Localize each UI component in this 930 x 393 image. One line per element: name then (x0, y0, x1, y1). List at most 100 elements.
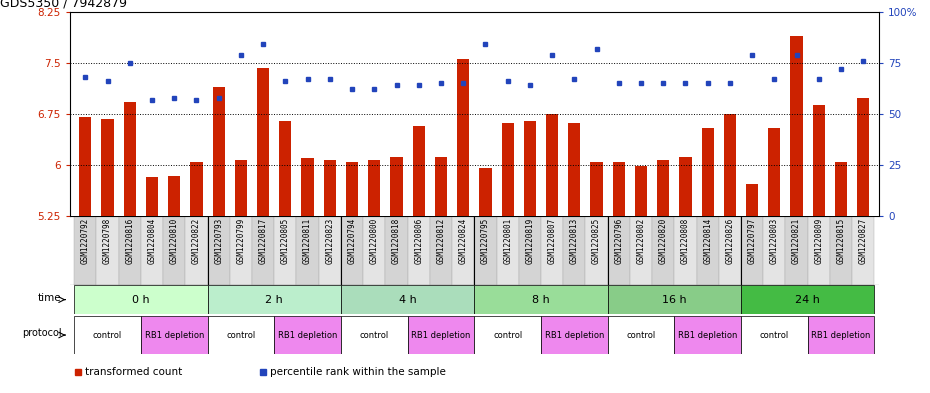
Bar (435, 157, 447, 216)
Bar (457, 59, 470, 216)
Bar (391, 157, 403, 216)
Text: time: time (38, 293, 61, 303)
Bar (741, 316, 808, 354)
Text: 2 h: 2 h (265, 295, 283, 305)
Bar (146, 177, 158, 216)
Bar (213, 87, 225, 216)
Text: percentile rank within the sample: percentile rank within the sample (270, 367, 445, 377)
Bar (852, 216, 874, 285)
Text: control: control (493, 331, 523, 340)
Bar (519, 216, 541, 285)
Bar (119, 216, 140, 285)
Text: GSM1220818: GSM1220818 (392, 218, 401, 264)
Text: 8 h: 8 h (532, 295, 550, 305)
Bar (613, 162, 625, 216)
Text: GSM1220810: GSM1220810 (169, 218, 179, 264)
Bar (741, 216, 764, 285)
Bar (741, 285, 874, 314)
Bar (407, 316, 474, 354)
Text: control: control (360, 331, 389, 340)
Text: GSM1220805: GSM1220805 (281, 218, 290, 264)
Bar (124, 103, 136, 216)
Bar (607, 316, 674, 354)
Bar (279, 121, 291, 216)
Bar (652, 216, 674, 285)
Bar (786, 216, 808, 285)
Text: GSM1220821: GSM1220821 (792, 218, 801, 264)
Bar (697, 216, 719, 285)
Bar (501, 123, 513, 216)
Text: GSM1220827: GSM1220827 (858, 218, 868, 264)
Bar (719, 216, 741, 285)
Bar (808, 216, 830, 285)
Bar (830, 216, 852, 285)
Bar (635, 166, 647, 216)
Bar (679, 157, 692, 216)
Bar (257, 68, 270, 216)
Bar (341, 216, 363, 285)
Text: GSM1220813: GSM1220813 (570, 218, 578, 264)
Bar (658, 160, 670, 216)
Bar (835, 162, 847, 216)
Bar (524, 121, 536, 216)
Bar (207, 285, 341, 314)
Bar (185, 216, 207, 285)
Text: control: control (760, 331, 789, 340)
Bar (368, 160, 380, 216)
Bar (230, 216, 252, 285)
Text: GSM1220799: GSM1220799 (236, 218, 246, 264)
Bar (74, 216, 97, 285)
Bar (790, 36, 803, 216)
Bar (407, 216, 430, 285)
Bar (497, 216, 519, 285)
Text: RB1 depletion: RB1 depletion (545, 331, 604, 340)
Bar (168, 176, 180, 216)
Text: GSM1220820: GSM1220820 (658, 218, 668, 264)
Bar (724, 114, 736, 216)
Text: protocol: protocol (21, 328, 61, 338)
Text: control: control (627, 331, 656, 340)
Text: GSM1220796: GSM1220796 (615, 218, 623, 264)
Text: 0 h: 0 h (132, 295, 150, 305)
Bar (564, 216, 586, 285)
Bar (341, 285, 474, 314)
Text: GSM1220816: GSM1220816 (126, 218, 134, 264)
Text: GDS5350 / 7942879: GDS5350 / 7942879 (0, 0, 127, 9)
Bar (591, 162, 603, 216)
Bar (474, 316, 541, 354)
Text: GSM1220807: GSM1220807 (548, 218, 556, 264)
Text: RB1 depletion: RB1 depletion (411, 331, 471, 340)
Bar (607, 216, 630, 285)
Bar (207, 316, 274, 354)
Bar (301, 158, 313, 216)
Bar (163, 216, 185, 285)
Text: transformed count: transformed count (86, 367, 182, 377)
Bar (385, 216, 407, 285)
Text: GSM1220811: GSM1220811 (303, 218, 312, 264)
Text: GSM1220800: GSM1220800 (370, 218, 379, 264)
Bar (857, 98, 870, 216)
Bar (234, 160, 247, 216)
Text: GSM1220824: GSM1220824 (458, 218, 468, 264)
Text: RB1 depletion: RB1 depletion (278, 331, 338, 340)
Bar (297, 216, 319, 285)
Text: GSM1220823: GSM1220823 (326, 218, 334, 264)
Bar (74, 316, 140, 354)
Text: 4 h: 4 h (399, 295, 417, 305)
Bar (764, 216, 786, 285)
Text: GSM1220822: GSM1220822 (192, 218, 201, 264)
Bar (101, 119, 113, 216)
Bar (430, 216, 452, 285)
Bar (324, 160, 336, 216)
Text: GSM1220819: GSM1220819 (525, 218, 535, 264)
Bar (808, 316, 874, 354)
Text: GSM1220809: GSM1220809 (815, 218, 823, 264)
Bar (140, 216, 163, 285)
Text: GSM1220826: GSM1220826 (725, 218, 735, 264)
Text: 24 h: 24 h (795, 295, 820, 305)
Bar (97, 216, 119, 285)
Bar (701, 128, 714, 216)
Bar (274, 216, 297, 285)
Bar (746, 184, 758, 216)
Text: GSM1220815: GSM1220815 (837, 218, 845, 264)
